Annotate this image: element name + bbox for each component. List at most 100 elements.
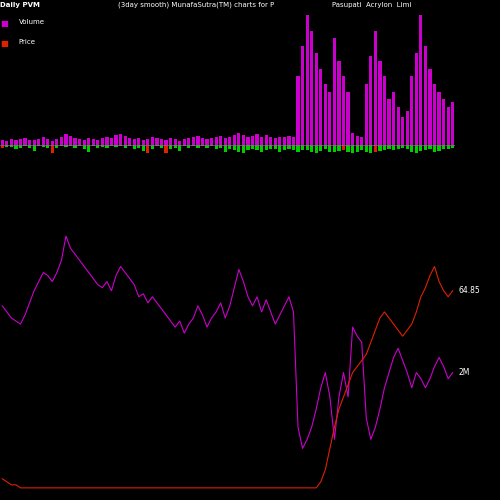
Bar	[114, 145, 117, 147]
Bar	[142, 140, 145, 145]
Bar	[374, 145, 377, 152]
Bar	[92, 145, 95, 146]
Bar	[301, 46, 304, 145]
Bar	[442, 145, 445, 149]
Bar	[151, 145, 154, 149]
Bar	[269, 145, 272, 148]
Bar	[351, 132, 354, 145]
Bar	[406, 112, 409, 145]
Bar	[360, 138, 364, 145]
Bar	[342, 76, 345, 145]
Bar	[69, 145, 72, 146]
Bar	[392, 145, 395, 150]
Bar	[356, 136, 359, 145]
Bar	[333, 145, 336, 152]
Bar	[206, 145, 208, 148]
Bar	[137, 138, 140, 145]
Bar	[32, 140, 35, 145]
Bar	[319, 68, 322, 145]
Bar	[206, 139, 208, 145]
Bar	[338, 145, 340, 151]
Bar	[10, 145, 13, 147]
Bar	[201, 138, 204, 145]
Bar	[446, 107, 450, 145]
Bar	[242, 136, 245, 145]
Bar	[446, 145, 450, 148]
Bar	[60, 136, 63, 145]
Bar	[14, 145, 18, 149]
Text: Pasupati  Acrylon  Limi: Pasupati Acrylon Limi	[332, 2, 411, 8]
Bar	[114, 136, 117, 145]
Bar	[424, 145, 427, 150]
Bar	[87, 138, 90, 145]
Bar	[37, 145, 40, 146]
Bar	[182, 145, 186, 146]
Bar	[96, 140, 100, 145]
Bar	[224, 145, 227, 152]
Bar	[283, 136, 286, 145]
Bar	[351, 145, 354, 152]
Bar	[410, 145, 414, 152]
Bar	[251, 136, 254, 145]
Bar	[164, 140, 168, 145]
Bar	[169, 138, 172, 145]
Bar	[306, 16, 308, 145]
Bar	[288, 136, 290, 145]
Bar	[238, 145, 240, 152]
Bar	[406, 145, 409, 148]
Bar	[296, 76, 300, 145]
Bar	[178, 140, 182, 145]
Bar	[178, 145, 182, 150]
Bar	[338, 61, 340, 145]
Bar	[28, 140, 31, 145]
Bar	[378, 145, 382, 151]
Bar	[128, 138, 132, 145]
Bar	[56, 145, 58, 148]
Bar	[369, 145, 372, 154]
Bar	[410, 76, 414, 145]
Bar	[5, 145, 8, 147]
Bar	[106, 137, 108, 145]
Text: Volume: Volume	[18, 20, 44, 26]
Bar	[87, 145, 90, 152]
Text: ■: ■	[0, 20, 8, 28]
Bar	[374, 30, 377, 145]
Bar	[388, 145, 390, 148]
Bar	[119, 145, 122, 146]
Bar	[238, 134, 240, 145]
Bar	[151, 136, 154, 145]
Bar	[78, 145, 81, 146]
Bar	[246, 145, 250, 150]
Bar	[401, 118, 404, 145]
Bar	[210, 145, 213, 146]
Bar	[124, 136, 126, 145]
Bar	[42, 145, 45, 147]
Bar	[260, 145, 263, 152]
Bar	[274, 138, 277, 145]
Bar	[360, 145, 364, 150]
Bar	[438, 92, 440, 145]
Bar	[383, 145, 386, 150]
Bar	[101, 145, 104, 147]
Bar	[19, 145, 22, 148]
Bar	[32, 145, 35, 150]
Bar	[56, 140, 58, 145]
Bar	[396, 107, 400, 145]
Bar	[292, 145, 295, 150]
Bar	[5, 140, 8, 145]
Bar	[128, 145, 132, 146]
Text: Price: Price	[18, 38, 36, 44]
Bar	[137, 145, 140, 148]
Bar	[106, 145, 108, 148]
Bar	[256, 145, 258, 150]
Bar	[274, 145, 277, 149]
Bar	[82, 145, 86, 149]
Bar	[132, 139, 136, 145]
Bar	[414, 54, 418, 145]
Bar	[37, 138, 40, 145]
Bar	[378, 61, 382, 145]
Bar	[64, 134, 68, 145]
Bar	[424, 46, 427, 145]
Bar	[438, 145, 440, 150]
Bar	[60, 145, 63, 146]
